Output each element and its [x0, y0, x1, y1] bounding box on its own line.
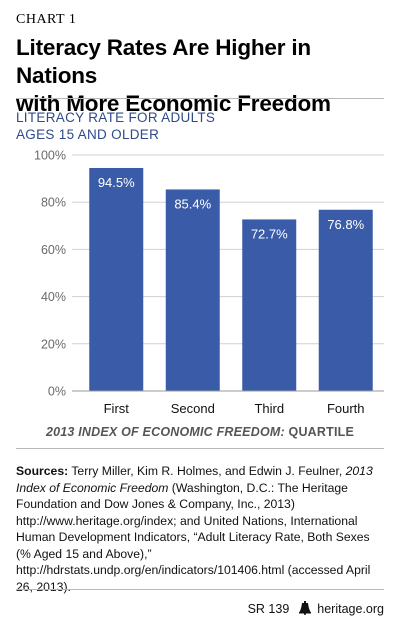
y-tick-label: 0% [48, 385, 66, 399]
bar-data-label: 85.4% [174, 196, 211, 211]
x-axis-title-rest: QUARTILE [284, 425, 355, 439]
x-tick-label: Third [254, 401, 284, 416]
chart-title: Literacy Rates Are Higher in Nations wit… [16, 34, 386, 118]
y-tick-label: 40% [41, 290, 66, 304]
bar [89, 167, 144, 391]
x-tick-label: First [104, 401, 130, 416]
sources-label: Sources: [16, 464, 69, 478]
bar [318, 209, 373, 391]
bar-data-label: 72.7% [251, 226, 288, 241]
chart-subtitle-line-1: LITERACY RATE FOR ADULTS [16, 110, 216, 125]
sources-text-1: Terry Miller, Kim R. Holmes, and Edwin J… [68, 464, 346, 478]
bar-chart: 0% 20% 40% 60% 80% 100% 94.5% First 85.4% Second 7… [34, 149, 384, 416]
bar [242, 219, 297, 391]
chart-title-line-2: with More Economic Freedom [16, 91, 331, 116]
site-link[interactable]: heritage.org [317, 601, 384, 616]
bar-data-label: 76.8% [327, 217, 364, 232]
sources-note: Sources: Terry Miller, Kim R. Holmes, an… [16, 463, 386, 595]
chart-subtitle-line-2: AGES 15 AND OLDER [16, 127, 160, 142]
divider [16, 98, 384, 99]
chart-number-label: CHART 1 [16, 12, 77, 27]
sources-text-italic: 2013 Index of Economic Freedom [16, 464, 373, 495]
sources-text-2: (Washington, D.C.: The Heritage Foundati… [16, 480, 371, 594]
y-tick-label: 60% [41, 243, 66, 257]
y-tick-label: 80% [41, 196, 66, 210]
divider [16, 589, 384, 590]
x-axis-title-italic: 2013 INDEX OF ECONOMIC FREEDOM: [45, 425, 285, 439]
report-number: SR 139 [247, 601, 290, 616]
divider [16, 448, 384, 449]
x-tick-label: Second [171, 401, 215, 416]
y-tick-label: 20% [41, 337, 66, 351]
footer: SR 139 heritage.org [248, 601, 384, 618]
x-tick-label: Fourth [327, 401, 365, 416]
liberty-bell-icon [299, 601, 312, 618]
chart-title-line-1: Literacy Rates Are Higher in Nations [16, 35, 311, 88]
bar-data-label: 94.5% [98, 175, 135, 190]
bar [165, 189, 220, 391]
x-axis-title: 2013 INDEX OF ECONOMIC FREEDOM: QUARTILE [0, 425, 400, 439]
chart-subtitle: LITERACY RATE FOR ADULTS AGES 15 AND OLD… [16, 109, 215, 143]
y-tick-label: 100% [34, 149, 66, 163]
